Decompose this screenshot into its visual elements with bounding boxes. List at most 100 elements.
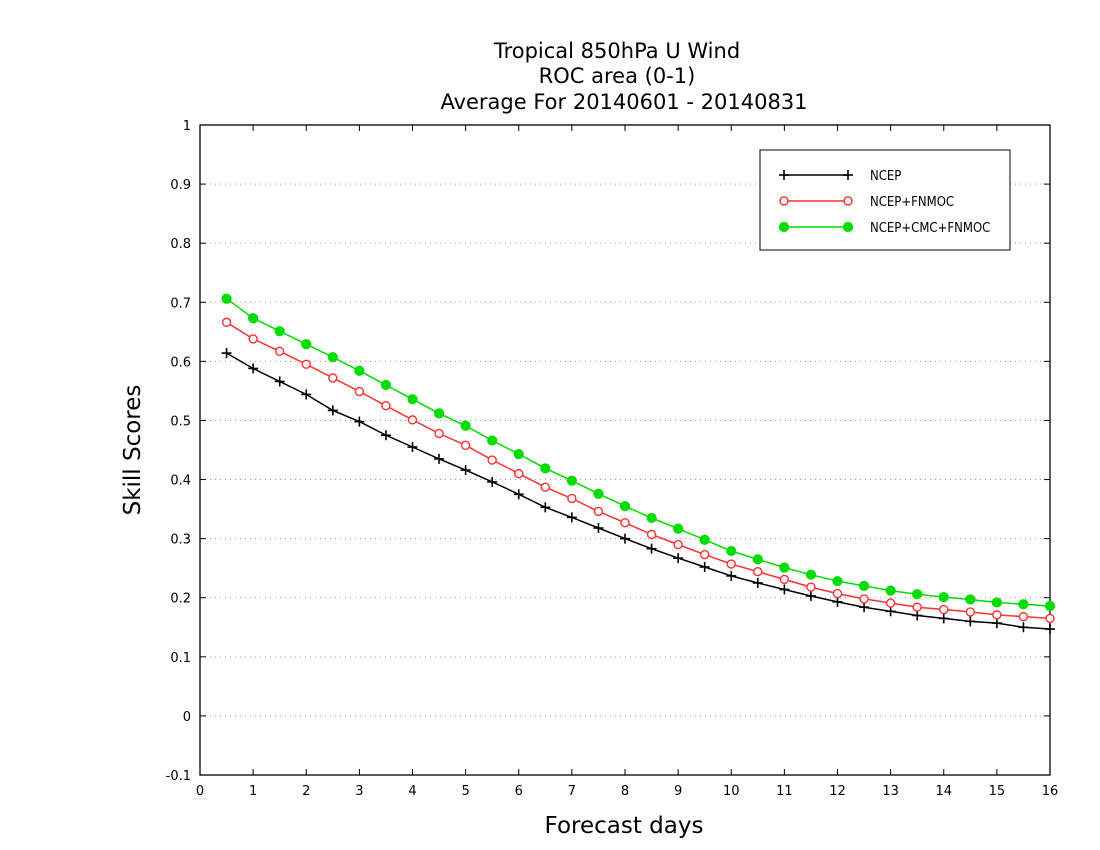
legend-item: NCEP+CMC+FNMOC: [778, 221, 990, 236]
data-point: [832, 596, 843, 607]
data-point: [221, 348, 232, 359]
data-point: [885, 585, 896, 596]
data-point: [843, 170, 853, 180]
data-point: [805, 569, 817, 580]
x-tick-label: 10: [723, 784, 740, 799]
data-point: [779, 196, 789, 206]
x-tick-label: 9: [674, 784, 682, 799]
x-tick-label: 4: [408, 784, 416, 799]
data-point: [487, 435, 498, 446]
x-tick-label: 14: [935, 784, 952, 799]
data-point: [354, 386, 365, 397]
data-point: [540, 502, 551, 513]
data-point: [380, 430, 391, 441]
data-point: [328, 373, 338, 383]
grid-lines: [200, 183, 1050, 717]
data-point: [540, 482, 551, 492]
data-point: [301, 339, 312, 350]
data-point: [646, 512, 657, 524]
series-line: [226, 298, 1051, 607]
x-tick-label: 7: [568, 784, 576, 799]
data-point: [248, 363, 259, 374]
data-point: [912, 589, 923, 600]
data-point: [752, 554, 763, 565]
data-point: [991, 618, 1002, 629]
data-point: [832, 576, 843, 587]
data-point: [1018, 611, 1029, 622]
data-point: [699, 549, 710, 560]
data-point: [513, 489, 524, 500]
data-point: [1018, 599, 1029, 610]
y-axis-label: Skill Scores: [120, 385, 146, 516]
data-point: [354, 416, 365, 427]
data-point: [460, 465, 471, 476]
data-point: [699, 562, 710, 572]
data-point: [912, 610, 923, 621]
chart-title-line-2: ROC area (0-1): [539, 64, 696, 88]
x-tick-label: 6: [515, 784, 523, 799]
data-point: [274, 376, 285, 387]
data-point: [620, 533, 630, 544]
x-tick-label: 13: [882, 784, 899, 799]
data-point: [460, 420, 471, 431]
x-tick-label: 12: [829, 784, 846, 799]
data-point: [301, 389, 312, 400]
y-tick-label: -0.1: [166, 769, 191, 784]
x-axis-label: Forecast days: [545, 813, 704, 839]
data-point: [805, 590, 816, 601]
series-group: [221, 293, 1056, 635]
data-point: [381, 400, 391, 411]
data-point: [407, 394, 418, 405]
x-tick-label: 3: [355, 784, 363, 799]
data-point: [859, 594, 869, 604]
data-point: [248, 313, 259, 324]
data-point: [433, 408, 445, 419]
data-point: [965, 607, 976, 617]
data-point: [434, 428, 444, 439]
data-point: [806, 582, 816, 592]
data-point: [327, 352, 338, 363]
data-point: [301, 359, 311, 370]
data-point: [699, 534, 710, 545]
axes: -0.100.10.20.30.40.50.60.70.80.910 1 2 3 4 5 6…: [166, 119, 1059, 799]
data-point: [407, 442, 418, 453]
data-point: [858, 580, 870, 592]
y-tick-label: 1: [183, 119, 191, 134]
y-tick-label: 0.4: [170, 474, 191, 489]
y-tick-label: 0.9: [170, 178, 191, 193]
data-point: [407, 415, 418, 425]
data-point: [380, 379, 392, 391]
chart-title-line-3: Average For 20140601 - 20140831: [440, 90, 807, 114]
data-point: [778, 221, 790, 233]
data-point: [1045, 613, 1055, 624]
series-line: [226, 352, 1051, 630]
x-tick-label: 5: [461, 784, 469, 799]
series-ncep: [221, 348, 1055, 635]
data-point: [752, 577, 763, 588]
data-point: [843, 196, 853, 206]
data-point: [673, 553, 684, 564]
data-point: [673, 523, 684, 534]
data-point: [1044, 600, 1056, 612]
data-point: [514, 468, 524, 479]
data-point: [779, 584, 790, 595]
legend-label: NCEP+CMC+FNMOC: [870, 221, 990, 236]
data-point: [938, 613, 949, 624]
data-point: [673, 539, 683, 550]
x-tick-label: 1: [249, 784, 257, 799]
x-tick-label: 16: [1042, 784, 1059, 799]
y-tick-label: 0.3: [170, 533, 191, 548]
data-point: [434, 453, 445, 464]
data-point: [1018, 622, 1029, 633]
data-point: [779, 574, 790, 585]
data-point: [593, 506, 604, 517]
data-point: [992, 610, 1002, 620]
legend-label: NCEP+FNMOC: [870, 195, 954, 210]
data-point: [248, 334, 258, 344]
data-point: [965, 594, 976, 605]
data-point: [460, 440, 471, 450]
y-tick-label: 0: [183, 710, 191, 725]
data-point: [885, 598, 896, 608]
y-tick-label: 0.2: [170, 592, 191, 607]
